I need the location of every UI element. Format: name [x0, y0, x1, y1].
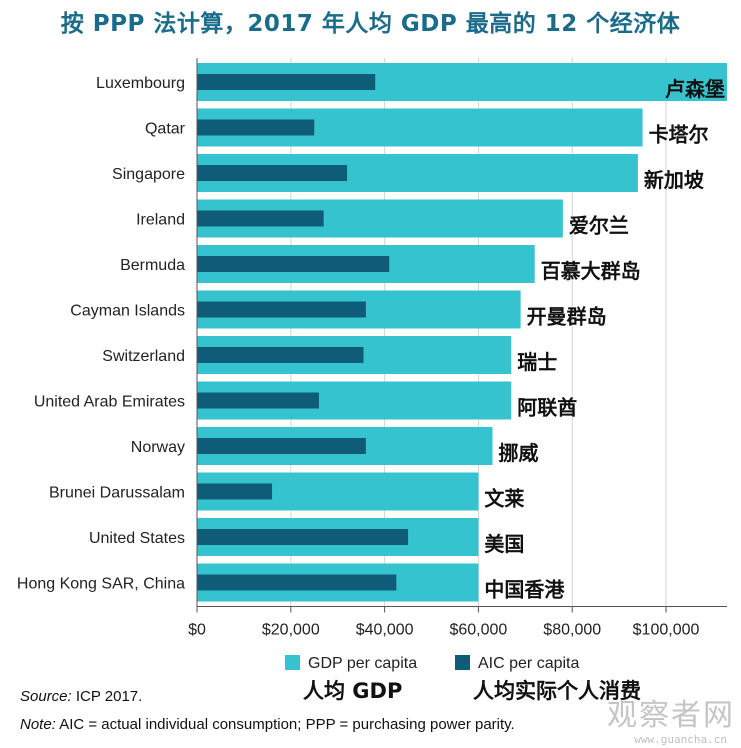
category-label-zh: 阿联酋	[517, 396, 577, 420]
category-label-zh: 中国香港	[484, 578, 565, 602]
source-label: Source:	[20, 688, 72, 705]
x-tick-label: $0	[188, 622, 206, 639]
legend-swatch	[285, 655, 300, 670]
aic-bar	[197, 438, 366, 454]
aic-bar	[197, 256, 390, 272]
category-labels: Luxembourg 卢森堡 Qatar 卡塔尔 Singapore 新加坡 Ireland…	[17, 75, 725, 602]
legend-label-zh: 人均实际个人消费	[473, 679, 641, 703]
chart-title: 按 PPP 法计算，2017 年人均 GDP 最高的 12 个经济体	[60, 11, 681, 37]
aic-bar	[197, 210, 324, 227]
legend-label: GDP per capita	[308, 655, 417, 672]
aic-bar	[197, 301, 366, 318]
aic-bar	[197, 347, 364, 363]
legend: GDP per capita 人均 GDP AIC per capita 人均实际个人…	[285, 655, 641, 703]
source-note: Source: ICP 2017.	[20, 688, 142, 705]
x-tick-label: $60,000	[449, 622, 507, 639]
note-label: Note:	[20, 716, 56, 733]
category-label: Hong Kong SAR, China	[17, 576, 185, 593]
category-label-zh: 卡塔尔	[649, 123, 709, 147]
category-label: Cayman Islands	[70, 303, 185, 320]
category-label: Ireland	[136, 212, 185, 229]
x-tick-label: $40,000	[356, 622, 414, 639]
category-label: Bermuda	[120, 257, 185, 274]
legend-label-zh: 人均 GDP	[303, 679, 402, 703]
category-label: United States	[89, 530, 185, 547]
aic-bar	[197, 574, 397, 591]
category-label-zh: 美国	[484, 532, 524, 556]
watermark-text: 观察者网	[607, 698, 735, 733]
note-text: AIC = actual individual consumption; PPP…	[55, 716, 515, 733]
source-text: ICP 2017.	[71, 688, 143, 705]
x-tick-label: $20,000	[262, 622, 320, 639]
category-label-zh: 瑞士	[517, 350, 557, 374]
aic-bar	[197, 119, 315, 136]
x-axis: $0 $20,000 $40,000 $60,000 $80,000 $100,000	[188, 58, 727, 639]
category-label-zh: 百慕大群岛	[541, 259, 641, 283]
aic-bar	[197, 483, 273, 500]
legend-label: AIC per capita	[478, 655, 579, 672]
category-label: Qatar	[145, 121, 186, 138]
category-label: Singapore	[112, 166, 185, 183]
category-label-zh: 开曼群岛	[527, 305, 607, 329]
category-label: United Arab Emirates	[34, 394, 185, 411]
category-label-zh: 文莱	[484, 487, 524, 511]
category-label-zh: 挪威	[498, 441, 538, 465]
category-label: Luxembourg	[96, 75, 185, 92]
bars	[197, 63, 727, 602]
category-label-zh: 爱尔兰	[569, 214, 629, 238]
category-label: Switzerland	[102, 348, 185, 365]
category-label-zh: 卢森堡	[665, 77, 725, 101]
category-label-zh: 新加坡	[644, 168, 705, 192]
legend-swatch	[455, 655, 470, 670]
watermark-url: www.guancha.cn	[634, 733, 727, 746]
x-tick-label: $100,000	[633, 622, 700, 639]
category-label: Brunei Darussalam	[49, 485, 185, 502]
aic-bar	[197, 529, 409, 545]
aic-bar	[197, 392, 319, 409]
aic-bar	[197, 74, 376, 90]
category-label: Norway	[131, 439, 185, 456]
footnote: Note: AIC = actual individual consumptio…	[20, 716, 515, 733]
x-tick-label: $80,000	[543, 622, 601, 639]
grid-lines	[290, 58, 667, 607]
aic-bar	[197, 165, 348, 181]
